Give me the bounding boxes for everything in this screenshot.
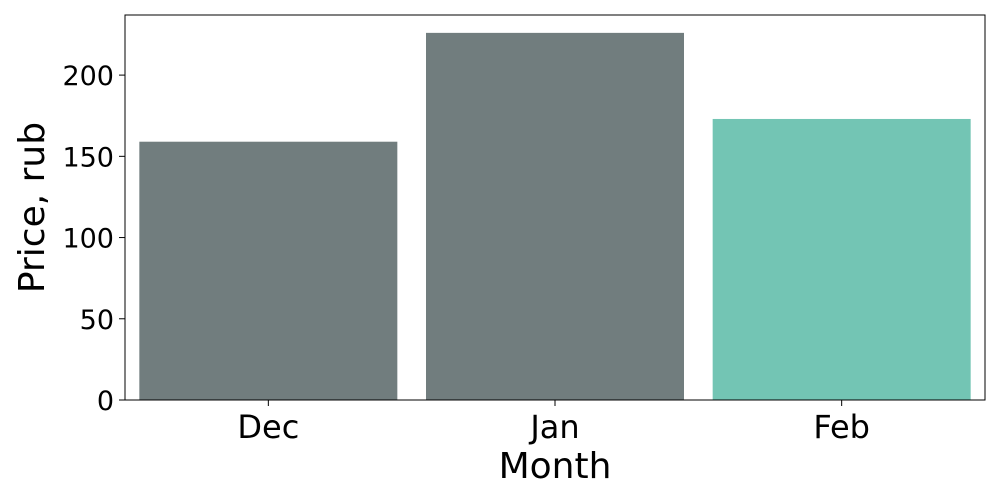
x-tick-label: Feb (813, 408, 870, 446)
bar-feb (712, 118, 971, 400)
y-axis-title: Price, rub (12, 122, 53, 293)
y-tick-label: 0 (97, 386, 114, 417)
x-tick-label: Jan (528, 408, 579, 446)
y-tick-label: 50 (80, 305, 114, 336)
plot-frame (124, 14, 986, 401)
x-axis-ticks: Dec Jan Feb (237, 400, 870, 446)
x-axis-title: Month (499, 446, 612, 487)
x-tick-label: Dec (237, 408, 299, 446)
bar-jan (426, 32, 684, 400)
y-tick-label: 100 (62, 224, 114, 255)
y-tick-label: 200 (62, 61, 114, 92)
y-axis-ticks: 0 50 100 150 200 (62, 61, 125, 417)
y-tick-label: 150 (62, 142, 114, 173)
bars-group (139, 32, 971, 400)
bar-dec (139, 141, 398, 400)
